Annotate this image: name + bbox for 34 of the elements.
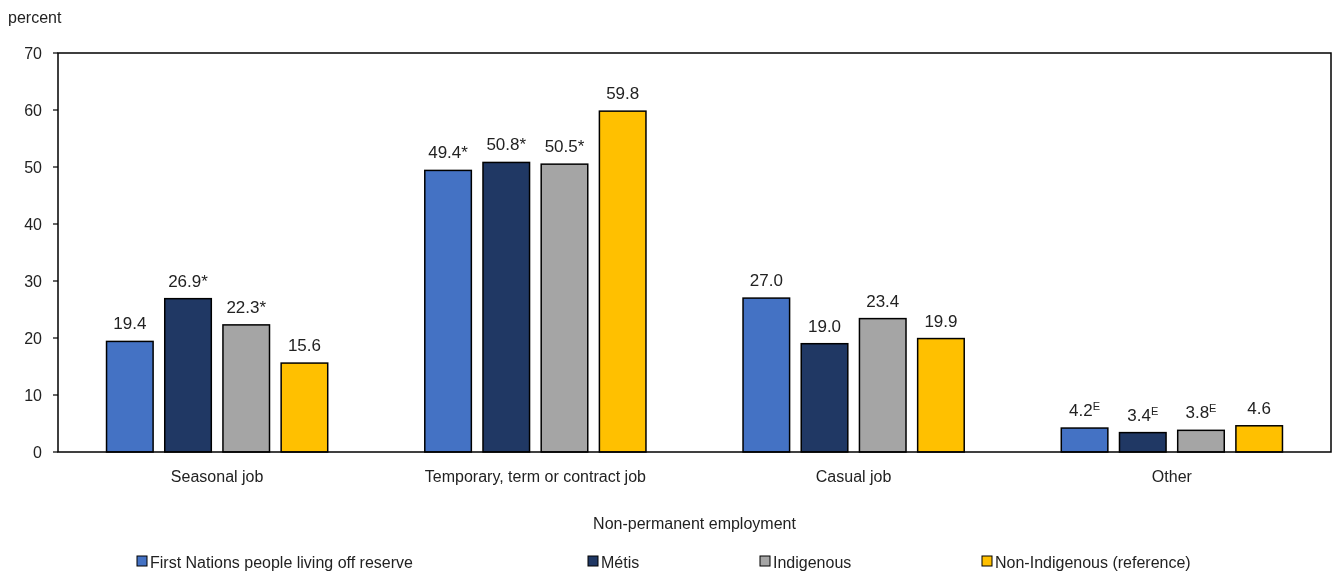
legend-label: Métis — [601, 554, 640, 571]
data-label: 4.6 — [1247, 398, 1271, 418]
y-tick-label: 30 — [24, 272, 43, 290]
legend-label: Non-Indigenous (reference) — [995, 554, 1191, 571]
y-tick-label: 40 — [24, 215, 43, 233]
data-label: 19.4 — [113, 314, 147, 334]
data-label: 27.0 — [749, 271, 783, 291]
data-label: 23.4 — [866, 291, 900, 311]
x-tick-label: Other — [1151, 468, 1193, 485]
data-label: 4.2$^{E}$ — [1069, 400, 1101, 421]
data-label: 26.9* — [168, 271, 209, 291]
legend-label: Indigenous — [773, 554, 852, 571]
y-tick-label: 60 — [24, 101, 43, 119]
y-tick-label: 10 — [24, 386, 43, 404]
data-label: 19.9 — [924, 311, 958, 331]
y-tick-label: 50 — [24, 158, 43, 176]
y-tick-label: 0 — [33, 443, 43, 461]
x-tick-label: Temporary, term or contract job — [424, 468, 647, 485]
y-axis-title: percent — [8, 9, 62, 26]
data-label: 50.8* — [486, 135, 527, 155]
y-tick-label: 70 — [24, 44, 43, 62]
x-axis-title: Non-permanent employment — [593, 515, 797, 532]
data-label: 19.0 — [807, 316, 842, 336]
data-label: 59.8 — [606, 84, 640, 104]
y-tick-label: 20 — [24, 329, 43, 347]
data-label: 22.3* — [226, 297, 267, 317]
data-label: 3.8$^{E}$ — [1185, 402, 1217, 423]
data-label: 49.4* — [428, 143, 469, 163]
data-label: 3.4$^{E}$ — [1127, 404, 1159, 425]
x-tick-label: Seasonal job — [170, 468, 264, 485]
x-tick-label: Casual job — [815, 468, 892, 485]
data-label: 15.6 — [287, 336, 321, 356]
legend-label: First Nations people living off reserve — [150, 554, 414, 571]
data-label: 50.5* — [544, 137, 585, 157]
